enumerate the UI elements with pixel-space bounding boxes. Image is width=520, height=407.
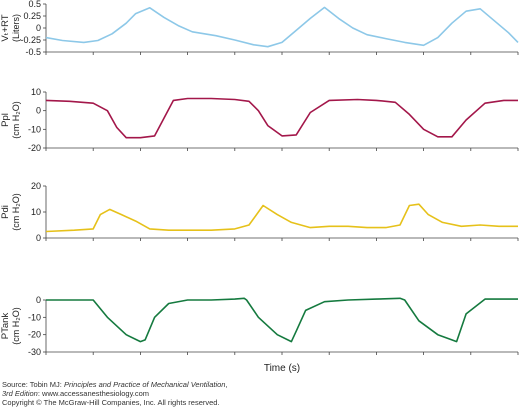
y-tick-label: -10 <box>28 124 41 134</box>
y-tick-label: 10 <box>31 87 41 97</box>
y-axis-unit: (cm H₂O) <box>11 101 21 139</box>
footer-book-title: Principles and Practice of Mechanical Ve… <box>63 380 226 389</box>
y-tick-label: -0.25 <box>20 35 41 45</box>
series-line <box>45 203 518 233</box>
series-line <box>45 6 519 48</box>
panel-4: 0 -10 -20 -30 PTank (cm H₂O) <box>0 295 519 357</box>
series-line <box>46 297 518 343</box>
footer-source-prefix: Source: Tobin MJ: <box>2 380 64 389</box>
footer-edition-label: 3rd Edition <box>2 389 38 398</box>
y-axis-label: Pdi <box>0 205 11 219</box>
footer-copyright: Copyright © The McGraw-Hill Companies, I… <box>2 398 220 407</box>
panel-1: 0.5 0.25 0 -0.25 -0.5 Vₜ+RT (Liters) <box>0 0 519 57</box>
panel-3: 20 10 0 Pdi (cm H₂O) <box>0 181 519 243</box>
y-tick-label: 0.5 <box>28 0 41 9</box>
y-axis-label-group: Pdi (cm H₂O) <box>0 193 21 231</box>
y-tick-label: 0 <box>36 233 41 243</box>
y-axis-unit: (cm H₂O) <box>11 307 21 345</box>
panel-2: 10 0 -10 -20 Ppl (cm H₂O) <box>0 87 519 153</box>
y-axis-unit: (cm H₂O) <box>11 193 21 231</box>
footer-source-suffix: , <box>225 380 228 389</box>
y-tick-label: 10 <box>31 207 41 217</box>
y-axis-label: Vₜ+RT <box>0 14 11 41</box>
y-tick-label: -20 <box>28 330 41 340</box>
y-axis-unit: (Liters) <box>11 14 21 42</box>
footer-website: : www.accessanesthesiology.com <box>37 389 150 398</box>
y-tick-label: -20 <box>28 143 41 153</box>
y-tick-label: 0 <box>36 23 41 33</box>
footer-source: Source: Tobin MJ: Principles and Practic… <box>2 380 228 389</box>
y-tick-label: 0 <box>36 106 41 116</box>
y-tick-label: -0.5 <box>25 47 41 57</box>
y-tick-label: -10 <box>28 312 41 322</box>
y-tick-label: 0 <box>36 295 41 305</box>
y-axis-label-group: Vₜ+RT (Liters) <box>0 14 21 42</box>
y-tick-label: 20 <box>31 181 41 191</box>
y-tick-label: 0.25 <box>23 11 41 21</box>
y-axis-label-group: Ppl (cm H₂O) <box>0 101 21 139</box>
x-axis-label: Time (s) <box>264 363 300 374</box>
y-axis-label: Ppl <box>0 113 11 127</box>
footer-edition: 3rd Edition: www.accessanesthesiology.co… <box>2 389 149 398</box>
y-axis-label: PTank <box>0 313 11 340</box>
y-tick-label: -30 <box>28 347 41 357</box>
y-axis-label-group: PTank (cm H₂O) <box>0 307 21 345</box>
series-line <box>45 97 518 139</box>
